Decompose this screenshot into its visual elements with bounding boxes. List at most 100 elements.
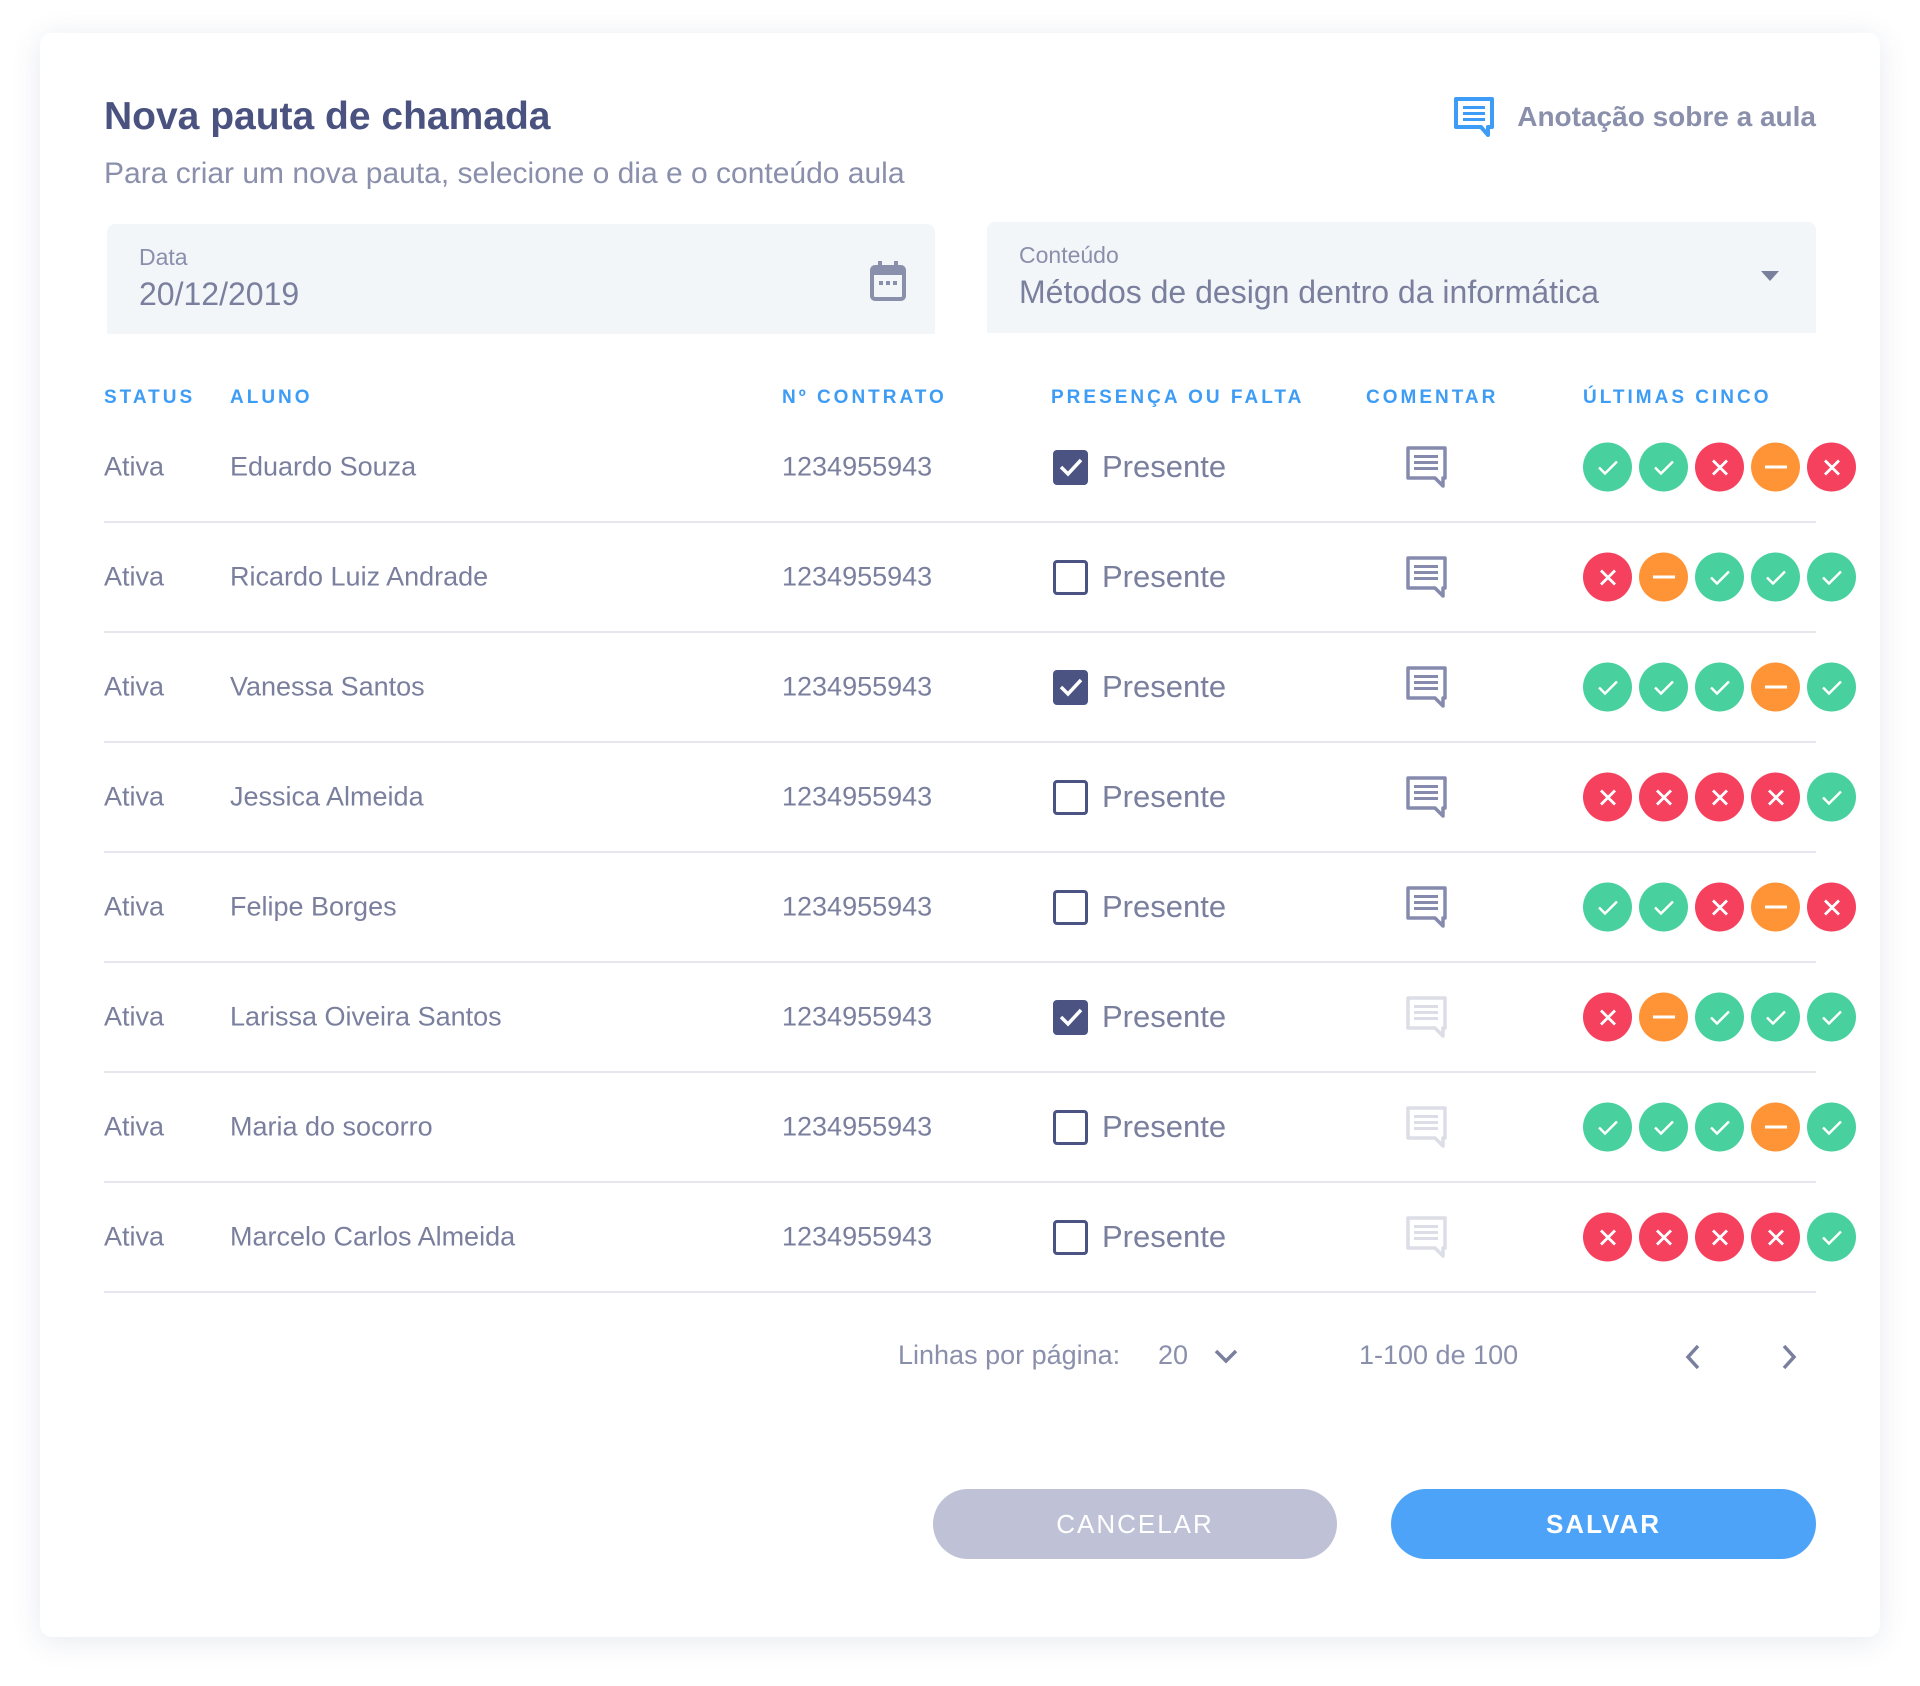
presence-checkbox[interactable]: Presente bbox=[1053, 559, 1226, 595]
date-field[interactable]: Data 20/12/2019 bbox=[107, 224, 935, 334]
presence-checkbox[interactable]: Presente bbox=[1053, 889, 1226, 925]
class-note-button[interactable]: Anotação sobre a aula bbox=[1453, 97, 1816, 137]
history-x-icon bbox=[1639, 1212, 1688, 1262]
column-header-status: STATUS bbox=[104, 387, 196, 408]
comment-icon bbox=[1454, 97, 1495, 137]
table-row: Ativa Ricardo Luiz Andrade 1234955943 Pr… bbox=[104, 523, 1856, 633]
date-value: 20/12/2019 bbox=[139, 276, 300, 312]
rows-per-page-select[interactable]: 20 bbox=[1158, 1340, 1238, 1371]
student-name: Vanessa Santos bbox=[230, 671, 425, 702]
comment-icon[interactable] bbox=[1406, 1106, 1448, 1148]
comment-icon[interactable] bbox=[1406, 776, 1448, 818]
pagination-range: 1-100 de 100 bbox=[1359, 1340, 1519, 1370]
column-header-comment: COMENTAR bbox=[1366, 387, 1499, 408]
table-row: Ativa Marcelo Carlos Almeida 1234955943 … bbox=[104, 1183, 1856, 1293]
presence-label: Presente bbox=[1102, 1219, 1227, 1254]
last-five-history bbox=[1583, 1212, 1856, 1262]
chevron-right-icon[interactable] bbox=[1780, 1343, 1798, 1371]
presence-label: Presente bbox=[1102, 779, 1227, 814]
presence-checkbox[interactable]: Presente bbox=[1053, 1219, 1226, 1255]
checkbox-unchecked-icon bbox=[1053, 889, 1088, 925]
comment-icon[interactable] bbox=[1406, 886, 1448, 928]
chevron-down-icon bbox=[1214, 1349, 1238, 1363]
history-x-icon bbox=[1583, 772, 1632, 822]
comment-icon[interactable] bbox=[1406, 996, 1448, 1038]
page-subtitle: Para criar um nova pauta, selecione o di… bbox=[104, 157, 905, 190]
contract-number: 1234955943 bbox=[782, 781, 933, 812]
presence-label: Presente bbox=[1102, 999, 1227, 1034]
status-text: Ativa bbox=[104, 781, 165, 812]
rows-per-page-label: Linhas por página: bbox=[898, 1340, 1121, 1370]
history-x-icon bbox=[1695, 882, 1744, 932]
class-note-label: Anotação sobre a aula bbox=[1517, 101, 1816, 132]
history-check-icon bbox=[1583, 882, 1632, 932]
history-dash-icon bbox=[1751, 662, 1800, 712]
presence-label: Presente bbox=[1102, 449, 1227, 484]
history-dash-icon bbox=[1639, 552, 1688, 602]
history-check-icon bbox=[1639, 882, 1688, 932]
comment-icon[interactable] bbox=[1406, 666, 1448, 708]
presence-checkbox[interactable]: Presente bbox=[1053, 1109, 1226, 1145]
history-check-icon bbox=[1807, 662, 1856, 712]
contract-number: 1234955943 bbox=[782, 1221, 933, 1252]
checkbox-unchecked-icon bbox=[1053, 559, 1088, 595]
student-name: Larissa Oiveira Santos bbox=[230, 1001, 502, 1032]
presence-checkbox[interactable]: Presente bbox=[1053, 669, 1226, 705]
column-header-presence: PRESENÇA OU FALTA bbox=[1051, 387, 1305, 408]
history-check-icon bbox=[1583, 662, 1632, 712]
presence-checkbox[interactable]: Presente bbox=[1053, 779, 1226, 815]
history-check-icon bbox=[1807, 992, 1856, 1042]
student-name: Ricardo Luiz Andrade bbox=[230, 561, 489, 592]
column-header-contract: Nº CONTRATO bbox=[782, 387, 947, 408]
presence-label: Presente bbox=[1102, 559, 1227, 594]
contract-number: 1234955943 bbox=[782, 671, 933, 702]
presence-label: Presente bbox=[1102, 889, 1227, 924]
checkbox-checked-icon bbox=[1053, 449, 1088, 485]
history-check-icon bbox=[1751, 552, 1800, 602]
presence-label: Presente bbox=[1102, 1109, 1227, 1144]
contract-number: 1234955943 bbox=[782, 561, 933, 592]
history-dash-icon bbox=[1639, 992, 1688, 1042]
history-check-icon bbox=[1807, 1102, 1856, 1152]
chevron-left-icon[interactable] bbox=[1684, 1343, 1702, 1371]
dropdown-arrow-icon[interactable] bbox=[1760, 270, 1780, 282]
history-x-icon bbox=[1695, 1212, 1744, 1262]
page-title: Nova pauta de chamada bbox=[104, 95, 551, 138]
history-check-icon bbox=[1583, 442, 1632, 492]
presence-checkbox[interactable]: Presente bbox=[1053, 999, 1226, 1035]
status-text: Ativa bbox=[104, 1111, 165, 1142]
save-button[interactable]: SALVAR bbox=[1391, 1489, 1816, 1559]
checkbox-unchecked-icon bbox=[1053, 1109, 1088, 1145]
content-select[interactable]: Conteúdo Métodos de design dentro da inf… bbox=[987, 222, 1816, 333]
student-name: Jessica Almeida bbox=[230, 781, 424, 812]
history-check-icon bbox=[1695, 662, 1744, 712]
history-check-icon bbox=[1751, 992, 1800, 1042]
history-x-icon bbox=[1751, 772, 1800, 822]
checkbox-unchecked-icon bbox=[1053, 779, 1088, 815]
rows-per-page-value: 20 bbox=[1158, 1340, 1189, 1370]
history-dash-icon bbox=[1751, 882, 1800, 932]
comment-icon[interactable] bbox=[1406, 1216, 1448, 1258]
comment-icon[interactable] bbox=[1406, 446, 1448, 488]
status-text: Ativa bbox=[104, 1221, 165, 1252]
calendar-icon[interactable] bbox=[869, 260, 907, 302]
contract-number: 1234955943 bbox=[782, 1111, 933, 1142]
last-five-history bbox=[1583, 662, 1856, 712]
comment-icon[interactable] bbox=[1406, 556, 1448, 598]
cancel-button[interactable]: CANCELAR bbox=[933, 1489, 1337, 1559]
checkbox-checked-icon bbox=[1053, 669, 1088, 705]
table-row: Ativa Felipe Borges 1234955943 Presente bbox=[104, 853, 1856, 963]
history-x-icon bbox=[1639, 772, 1688, 822]
contract-number: 1234955943 bbox=[782, 1001, 933, 1032]
history-check-icon bbox=[1639, 662, 1688, 712]
last-five-history bbox=[1583, 552, 1856, 602]
contract-number: 1234955943 bbox=[782, 891, 933, 922]
presence-checkbox[interactable]: Presente bbox=[1053, 449, 1226, 485]
presence-label: Presente bbox=[1102, 669, 1227, 704]
history-check-icon bbox=[1807, 1212, 1856, 1262]
checkbox-checked-icon bbox=[1053, 999, 1088, 1035]
last-five-history bbox=[1583, 772, 1856, 822]
table-row: Ativa Vanessa Santos 1234955943 Presente bbox=[104, 633, 1856, 743]
last-five-history bbox=[1583, 442, 1856, 492]
checkbox-unchecked-icon bbox=[1053, 1219, 1088, 1255]
